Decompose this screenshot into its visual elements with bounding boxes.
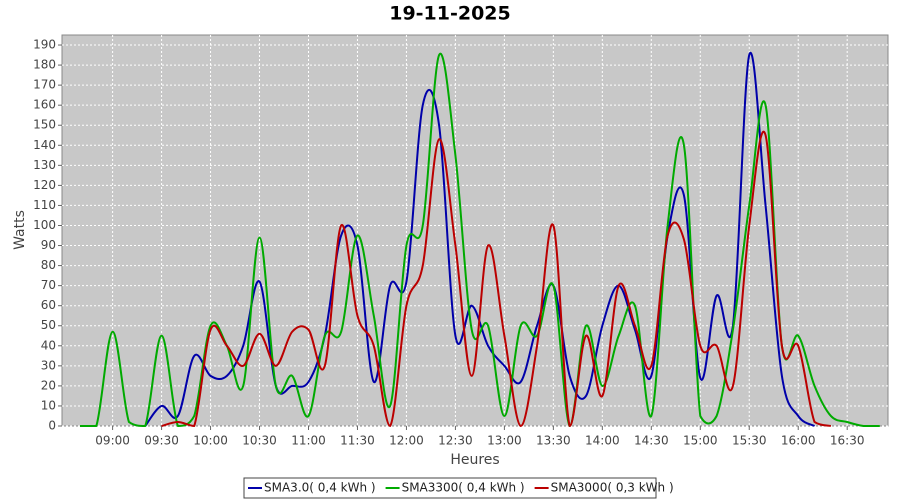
x-tick-label: 15:00 [683,434,718,448]
x-tick-label: 16:30 [830,434,865,448]
y-tick-label: 80 [41,258,56,272]
y-tick-label: 140 [33,138,56,152]
y-tick-label: 180 [33,58,56,72]
x-tick-label: 13:30 [536,434,571,448]
x-tick-label: 16:00 [781,434,816,448]
y-tick-label: 160 [33,98,56,112]
y-tick-label: 190 [33,38,56,52]
y-tick-label: 100 [33,218,56,232]
y-tick-label: 120 [33,178,56,192]
x-tick-label: 09:30 [144,434,179,448]
x-tick-label: 09:00 [95,434,130,448]
y-tick-label: 10 [41,398,56,412]
y-axis-label: Watts [12,210,28,250]
legend-text: SMA3300( 0,4 kWh ) [402,481,525,495]
x-tick-label: 10:00 [193,434,228,448]
y-tick-label: 170 [33,78,56,92]
x-tick-label: 14:00 [585,434,620,448]
x-tick-label: 12:00 [389,434,424,448]
y-tick-label: 30 [41,358,56,372]
x-tick-label: 15:30 [732,434,767,448]
y-tick-label: 50 [41,318,56,332]
legend-box [243,477,657,499]
y-tick-label: 110 [33,198,56,212]
x-axis-label: Heures [450,452,499,468]
legend-text: SMA3.0( 0,4 kWh ) [264,481,376,495]
x-tick-label: 11:30 [340,434,375,448]
x-tick-label: 12:30 [438,434,473,448]
series-line [161,131,832,427]
y-tick-label: 90 [41,238,56,252]
y-tick-label: 70 [41,278,56,292]
chart-title: 19-11-2025 [389,3,511,25]
y-tick-label: 20 [41,378,56,392]
x-tick-label: 14:30 [634,434,669,448]
y-tick-label: 40 [41,338,56,352]
x-tick-label: 11:00 [291,434,326,448]
legend-text: SMA3000( 0,3 kWh ) [551,481,674,495]
x-tick-label: 13:00 [487,434,522,448]
y-tick-label: 0 [48,419,56,433]
y-tick-label: 150 [33,118,56,132]
y-tick-label: 130 [33,158,56,172]
x-tick-label: 10:30 [242,434,277,448]
y-tick-label: 60 [41,298,56,312]
